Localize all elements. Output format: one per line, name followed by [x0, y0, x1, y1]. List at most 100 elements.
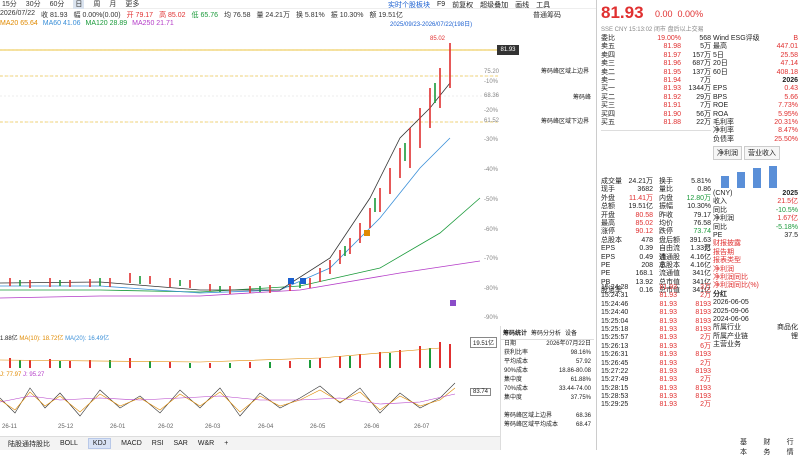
- tab-net-profit[interactable]: 净利润: [713, 146, 742, 161]
- tab-chip-analysis[interactable]: 筹码分分析: [531, 331, 562, 337]
- stat-row: 获利比率 98.16%: [504, 350, 591, 356]
- overlay-button[interactable]: 超级叠加: [480, 1, 509, 9]
- quote-panel: [596, 0, 800, 450]
- tab-chip-stats[interactable]: 筹码统计: [503, 331, 528, 337]
- tick-row: 15:24:31 81.93 2万: [601, 292, 711, 300]
- marker-b: [288, 278, 294, 284]
- stats-row: 外盘 11.41万 内盘 12.80万: [601, 194, 711, 202]
- tab-more[interactable]: 更多: [125, 1, 140, 8]
- tab-day[interactable]: 日: [73, 0, 85, 9]
- stat-row: 集中度 61.88%: [504, 377, 591, 383]
- tick-row: 15:25:18 81.93 8193: [601, 325, 711, 333]
- tab-revenue[interactable]: 营业收入: [744, 146, 780, 161]
- stats-row: PB 13.92 总市值 341亿: [601, 278, 711, 286]
- kdj-chart[interactable]: [0, 378, 500, 422]
- stats-row: 开盘 80.58 昨收 79.17: [601, 211, 711, 219]
- tab-week[interactable]: 周: [93, 1, 101, 8]
- tab-hk-holding[interactable]: 陆股通持股比: [8, 440, 50, 448]
- tab-month[interactable]: 月: [109, 1, 117, 8]
- stats-row: 成交量 24.21万 换手 5.81%: [601, 178, 711, 185]
- side-row: 60日 408.18: [713, 68, 798, 76]
- tick-m60: -60%: [484, 227, 499, 233]
- side-row: PE 37.5: [713, 232, 798, 240]
- side-row: ROE 7.73%: [713, 102, 798, 110]
- tab-basic[interactable]: 基本: [740, 439, 747, 456]
- ob-row: 卖三 81.96 687万: [601, 60, 711, 68]
- ob-row: 买五 81.88 22万: [601, 118, 711, 126]
- tab-quote[interactable]: 行情: [786, 439, 794, 456]
- tick-m40: -40%: [484, 167, 499, 173]
- tab-kdj[interactable]: KDJ: [87, 438, 112, 449]
- side-row: 净利润 1.67亿: [713, 215, 798, 223]
- divider: [601, 130, 711, 131]
- ohlc-info: 2026/07/22 收 81.93 幅 0.00%(0.00) 开 79.17…: [0, 10, 403, 19]
- stat-row: 70%成本 33.44-74.00: [504, 386, 591, 392]
- stats-row: 最高 85.02 均价 76.58: [601, 219, 711, 227]
- tab-rsi[interactable]: RSI: [151, 440, 164, 447]
- side-row: 负债率 25.50%: [713, 135, 798, 143]
- x-date-0: 26-11: [2, 424, 17, 430]
- info-amplitude: 振 10.30%: [330, 12, 364, 19]
- last-price: 81.93: [601, 3, 644, 22]
- side-row: 同比 -5.18%: [713, 223, 798, 231]
- stats-row: 涨停 90.12 跌停 73.74: [601, 228, 711, 236]
- tab-macd[interactable]: MACD: [121, 440, 142, 447]
- tools-button[interactable]: 工具: [536, 1, 551, 9]
- f9-button[interactable]: F9: [437, 1, 446, 8]
- kdj-j: J: 77.97: [0, 372, 22, 378]
- ma20-line: [0, 82, 451, 291]
- tick-row: 15:25:57 81.93 2万: [601, 334, 711, 342]
- tick-row: 15:24:28 81.93 3万: [601, 284, 711, 291]
- fundamentals-panel: Wind ESG评级 B 最高 447.01 5日 25.58 20日 47.14 60…: [713, 35, 800, 350]
- draw-button[interactable]: 画线: [515, 1, 530, 9]
- ma120-label: MA120 28.89: [85, 20, 128, 27]
- tick-row: 15:26:45 81.93 2万: [601, 359, 711, 367]
- tick-row: 15:27:49 81.93 2万: [601, 376, 711, 384]
- stat-row: 平均成本 57.92: [504, 359, 591, 365]
- tab-sar[interactable]: SAR: [173, 440, 188, 447]
- info-change: 幅 0.00%(0.00): [73, 12, 121, 19]
- tick-75: 75.20: [484, 69, 500, 75]
- tab-60min[interactable]: 60分: [49, 1, 65, 8]
- vol-value: 1.88亿: [0, 336, 18, 342]
- ma-legend: MA20 65.64 MA60 41.06 MA120 28.89 MA250 …: [0, 20, 174, 29]
- period-tabs: 15分 30分 60分 日 周 月 更多: [0, 0, 600, 9]
- candles: [9, 43, 451, 294]
- x-date-1: 25-12: [58, 424, 74, 430]
- tick-list: 15:24:28 81.93 3万 15:24:31 81.93 2万 15:24:46…: [601, 284, 711, 410]
- side-row: 报表类型: [713, 257, 741, 265]
- volume-chart[interactable]: [0, 340, 500, 370]
- x-date-4: 26-03: [205, 424, 221, 430]
- chart-toolbar: 实时个股板块 F9 前复权 超级叠加 画线 工具: [388, 0, 550, 9]
- realtime-sector-button[interactable]: 实时个股板块: [388, 1, 430, 9]
- tick-m90: -90%: [484, 315, 499, 321]
- tick-m20: -20%: [484, 108, 499, 114]
- ob-row: 卖一 81.94 7万: [601, 76, 711, 84]
- info-volume: 量 24.21万: [256, 12, 290, 19]
- marker-p: [450, 300, 456, 306]
- chip-stats-panel: 筹码统计 筹码分分析 设备 日期 2026年07月22日 获利比率 98.16% 平…: [500, 326, 594, 450]
- tab-30min[interactable]: 30分: [25, 1, 41, 8]
- tab-chip-settings[interactable]: 设备: [565, 331, 578, 337]
- tick-68: 68.36: [484, 93, 500, 99]
- tick-row: 15:28:15 81.93 8193: [601, 384, 711, 392]
- info-amount: 额 19.51亿: [369, 12, 403, 19]
- chip-upper-label: 筹码峰区域上边界: [540, 66, 591, 75]
- tab-boll[interactable]: BOLL: [60, 440, 78, 447]
- stats-row: PE 168.1 流通值 341亿: [601, 270, 711, 278]
- current-price-tag: 81.93: [497, 45, 519, 55]
- ma120-line: [0, 197, 481, 293]
- marker-s: [364, 230, 370, 236]
- stats-row: 总股本 478 盘后额 391.63万: [601, 236, 711, 253]
- add-indicator-button[interactable]: +: [224, 440, 229, 447]
- tab-wr[interactable]: W&R: [197, 440, 215, 447]
- adjust-button[interactable]: 前复权: [452, 1, 474, 9]
- candlestick-chart[interactable]: [0, 28, 500, 330]
- side-row: EPS 0.43: [713, 85, 798, 93]
- stat-row: 筹码峰区域上边界 68.36: [504, 413, 591, 419]
- tab-15min[interactable]: 15分: [2, 1, 17, 8]
- ob-row: 买一 81.93 1344万: [601, 85, 711, 93]
- tab-finance[interactable]: 财务: [763, 439, 771, 456]
- side-row: 20日 47.14: [713, 60, 798, 68]
- indicator-tabs: 陆股通持股比 BOLL KDJ MACD RSI SAR W&R +: [0, 436, 500, 450]
